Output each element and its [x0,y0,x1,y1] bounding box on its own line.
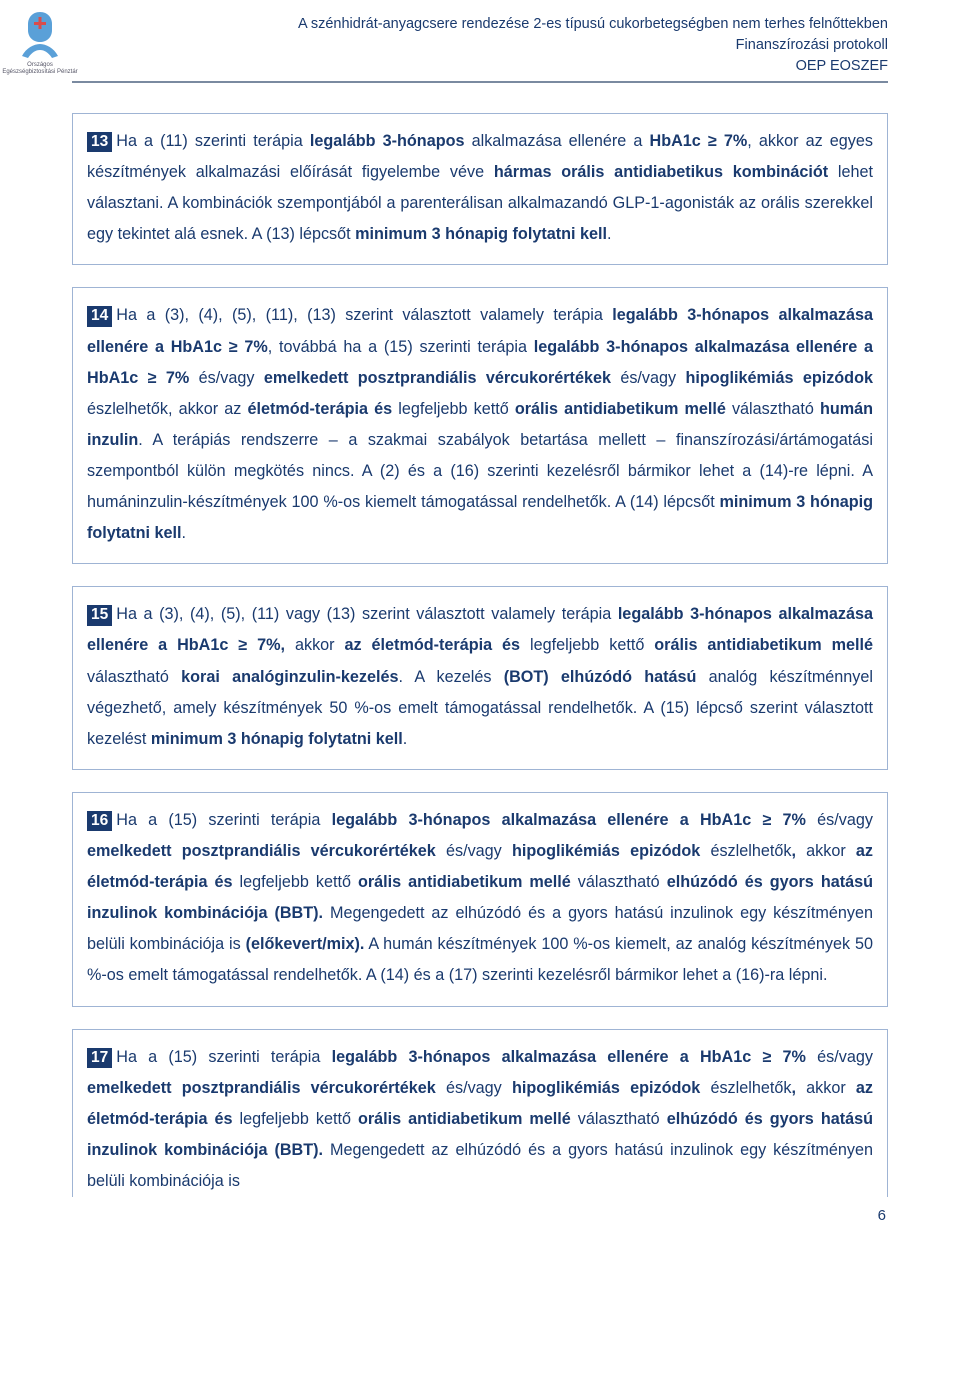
text-bold: legalább 3-hónapos alkalmazása ellenére … [332,1048,806,1066]
protocol-block-13: 13Ha a (11) szerinti terápia legalább 3-… [72,113,888,265]
protocol-block-17: 17Ha a (15) szerinti terápia legalább 3-… [72,1029,888,1198]
text-bold: orális antidiabetikum mellé [515,400,726,418]
text-bold: orális antidiabetikum mellé [358,873,571,891]
text: és/vagy [806,1048,873,1066]
text: észlelhetők [700,842,791,860]
org-logo-icon [12,8,68,64]
document-page: Országos Egészségbiztosítási Pénztár A s… [0,0,960,1264]
text: akkor [796,1079,856,1097]
text-bold: hipoglikémiás epizódok [686,369,873,387]
text: legfeljebb kettő [233,873,358,891]
text-bold: minimum 3 hónapig folytatni kell [151,730,403,748]
text: Ha a (15) szerinti terápia [116,811,331,829]
text: . A kezelés [399,668,504,686]
text-bold: (előkevert/mix). [246,935,365,953]
page-header: Országos Egészségbiztosítási Pénztár A s… [72,14,888,83]
protocol-block-16: 16Ha a (15) szerinti terápia legalább 3-… [72,792,888,1007]
text-bold: emelkedett posztprandiális vércukorérték… [87,1079,436,1097]
logo-caption: Országos Egészségbiztosítási Pénztár [0,62,80,75]
badge-17: 17 [87,1048,112,1068]
badge-15: 15 [87,605,112,625]
text: Ha a (11) szerinti terápia [116,132,310,150]
text-bold: életmód-terápia és [247,400,392,418]
header-line3: OEP EOSZEF [72,56,888,77]
text: és/vagy [436,1079,512,1097]
text: és/vagy [189,369,264,387]
text-bold: (BOT) elhúzódó hatású [504,668,697,686]
text-bold: emelkedett posztprandiális vércukorérték… [87,842,436,860]
text: választható [571,1110,667,1128]
text-bold: minimum 3 hónapig folytatni kell [355,225,607,243]
text: . [607,225,612,243]
text: legfeljebb kettő [233,1110,358,1128]
text: . [181,524,186,542]
protocol-block-14: 14Ha a (3), (4), (5), (11), (13) szerint… [72,287,888,564]
text-bold: HbA1c ≥ 7% [650,132,748,150]
text: észlelhetők, akkor az [87,400,247,418]
text-bold: legalább 3-hónapos alkalmazása ellenére … [332,811,806,829]
badge-16: 16 [87,811,112,831]
text: alkalmazása ellenére a [464,132,649,150]
text: Ha a (3), (4), (5), (11), (13) szerint v… [116,306,612,324]
text-bold: emelkedett posztprandiális vércukorérték… [264,369,611,387]
badge-13: 13 [87,132,112,152]
header-text: A szénhidrát-anyagcsere rendezése 2-es t… [72,14,888,77]
text: akkor [285,636,344,654]
text: és/vagy [806,811,873,829]
text-bold: hármas orális antidiabetikus kombinációt [494,163,828,181]
header-line2: Finanszírozási protokoll [72,35,888,56]
text-bold: korai analóginzulin-kezelés [181,668,398,686]
text-bold: az életmód-terápia és [345,636,521,654]
text: választható [87,668,181,686]
header-rule [72,81,888,83]
header-line1: A szénhidrát-anyagcsere rendezése 2-es t… [72,14,888,35]
text: észlelhetők [700,1079,791,1097]
text-bold: hipoglikémiás epizódok [512,842,700,860]
text: , továbbá ha a (15) szerinti terápia [268,338,534,356]
text: Ha a (3), (4), (5), (11) vagy (13) szeri… [116,605,618,623]
text: legfeljebb kettő [520,636,654,654]
text: akkor [796,842,856,860]
text-bold: orális antidiabetikum mellé [654,636,873,654]
badge-14: 14 [87,306,112,326]
text: és/vagy [611,369,686,387]
protocol-block-15: 15Ha a (3), (4), (5), (11) vagy (13) sze… [72,586,888,770]
text: választható [571,873,667,891]
text-bold: legalább 3-hónapos [310,132,465,150]
text-bold: hipoglikémiás epizódok [512,1079,700,1097]
text: legfeljebb kettő [392,400,515,418]
text: . [403,730,408,748]
text: és/vagy [436,842,512,860]
page-number: 6 [72,1207,888,1224]
text-bold: orális antidiabetikum mellé [358,1110,571,1128]
text: Ha a (15) szerinti terápia [116,1048,331,1066]
text: választható [726,400,820,418]
